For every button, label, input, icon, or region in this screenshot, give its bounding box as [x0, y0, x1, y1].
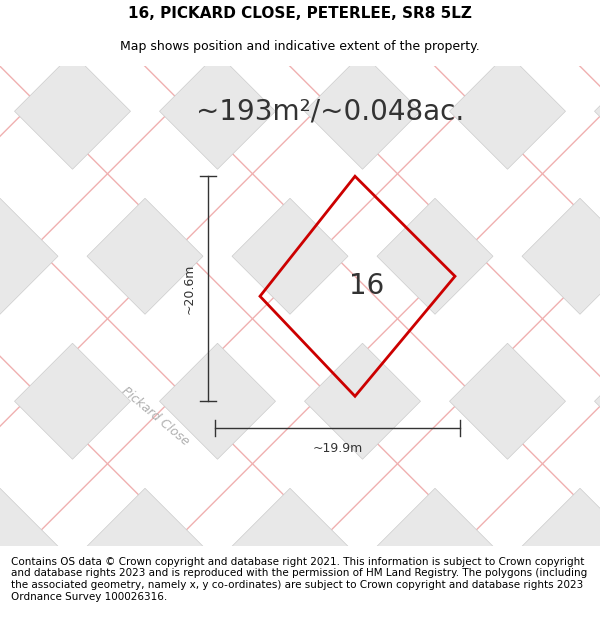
- Polygon shape: [377, 488, 493, 604]
- Polygon shape: [522, 488, 600, 604]
- Polygon shape: [0, 488, 58, 604]
- Polygon shape: [377, 0, 493, 24]
- Polygon shape: [305, 343, 421, 459]
- Polygon shape: [14, 343, 131, 459]
- Polygon shape: [160, 53, 275, 169]
- Polygon shape: [232, 488, 348, 604]
- Text: ~19.9m: ~19.9m: [313, 442, 362, 455]
- Polygon shape: [0, 198, 58, 314]
- Polygon shape: [449, 53, 566, 169]
- Polygon shape: [595, 343, 600, 459]
- Polygon shape: [377, 198, 493, 314]
- Polygon shape: [522, 198, 600, 314]
- Polygon shape: [87, 0, 203, 24]
- Text: ~20.6m: ~20.6m: [183, 264, 196, 314]
- Polygon shape: [87, 488, 203, 604]
- Text: ~193m²/~0.048ac.: ~193m²/~0.048ac.: [196, 98, 464, 125]
- Polygon shape: [449, 343, 566, 459]
- Polygon shape: [305, 53, 421, 169]
- Polygon shape: [14, 53, 131, 169]
- Polygon shape: [232, 0, 348, 24]
- Polygon shape: [87, 198, 203, 314]
- Text: 16: 16: [349, 272, 384, 300]
- Text: Contains OS data © Crown copyright and database right 2021. This information is : Contains OS data © Crown copyright and d…: [11, 557, 587, 601]
- Text: Map shows position and indicative extent of the property.: Map shows position and indicative extent…: [120, 40, 480, 52]
- Polygon shape: [160, 343, 275, 459]
- Polygon shape: [595, 53, 600, 169]
- Polygon shape: [522, 0, 600, 24]
- Polygon shape: [0, 0, 58, 24]
- Text: 16, PICKARD CLOSE, PETERLEE, SR8 5LZ: 16, PICKARD CLOSE, PETERLEE, SR8 5LZ: [128, 6, 472, 21]
- Polygon shape: [232, 198, 348, 314]
- Text: Pickard Close: Pickard Close: [119, 384, 191, 448]
